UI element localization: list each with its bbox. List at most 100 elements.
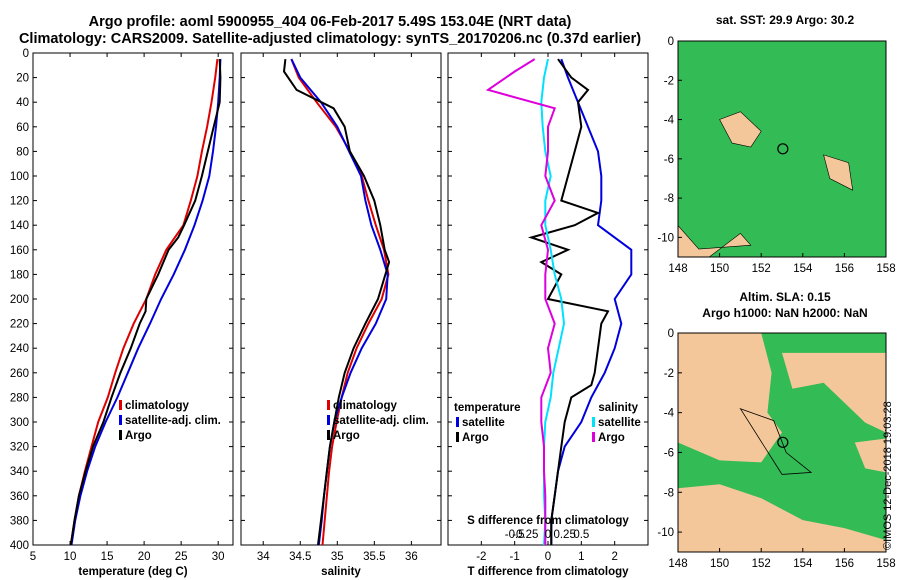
sst-map-ytick-label: -4: [664, 115, 675, 127]
temperature-xlabel: temperature (deg C): [78, 566, 187, 578]
imos-stamp: ©IMOS 12-Dec-2018 19:03:28: [882, 350, 896, 550]
sla-map-title-1: Altim. SLA: 0.15: [739, 290, 831, 304]
sst-map-xtick-label: 148: [668, 263, 687, 275]
diff-legend-right-swatch: [592, 417, 595, 427]
temperature-legend-swatch: [119, 415, 122, 425]
sla-map-xtick-label: 158: [876, 558, 895, 570]
depth-tick-label: 120: [10, 196, 29, 208]
difference-series-t-argo: [527, 58, 610, 545]
sst-land: [823, 154, 854, 191]
difference-xlabel: T difference from climatology: [467, 566, 629, 578]
depth-tick-label: 320: [10, 442, 29, 454]
sst-map-xtick-label: 150: [710, 263, 729, 275]
sst-map-ytick-label: -8: [664, 193, 674, 205]
salinity-legend-1: satellite-adj. clim.: [333, 415, 429, 427]
diff-legend-left-swatch: [456, 417, 459, 427]
depth-tick-label: 380: [10, 515, 29, 527]
diff-legend-left-0: satellite: [462, 417, 505, 429]
temperature-xtick-label: 30: [212, 551, 225, 563]
sst-map-ytick-label: -2: [664, 75, 674, 87]
sla-map-ytick-label: 0: [668, 328, 674, 340]
sla-land: [782, 352, 886, 433]
sla-map-xtick-label: 154: [793, 558, 813, 570]
diff-legend-right-1: Argo: [598, 432, 625, 444]
imos-stamp-text: ©IMOS 12-Dec-2018 19:03:28: [882, 401, 894, 550]
salinity-frame: [240, 52, 442, 546]
depth-tick-label: 200: [10, 294, 29, 306]
diff-legend-right-0: satellite: [598, 417, 641, 429]
sst-map-background: [678, 41, 886, 257]
temperature-legend-2: Argo: [125, 430, 152, 442]
depth-tick-label: 40: [16, 97, 29, 109]
sla-map-ytick-label: -6: [664, 447, 674, 459]
depth-tick-label: 180: [10, 269, 29, 281]
depth-tick-label: 160: [10, 245, 29, 257]
temperature-xtick-label: 25: [175, 551, 188, 563]
sst-map-title: sat. SST: 29.9 Argo: 30.2: [715, 13, 855, 27]
diff-legend-right-title: salinity: [598, 402, 638, 414]
sla-map-xtick-label: 156: [835, 558, 854, 570]
salinity-xtick-label: 35: [331, 551, 344, 563]
salinity-series-argo: [282, 58, 391, 546]
diff-legend-left-title: temperature: [454, 402, 520, 414]
salinity-xtick-label: 36: [405, 551, 418, 563]
sst-map-xtick-label: 152: [752, 263, 771, 275]
temperature-xtick-label: 10: [64, 551, 77, 563]
salinity-xtick-label: 34.5: [289, 551, 311, 563]
sla-map-xtick-label: 152: [752, 558, 771, 570]
depth-tick-label: 300: [10, 417, 29, 429]
temperature-xtick-label: 20: [138, 551, 151, 563]
diff-legend-left-swatch: [456, 432, 459, 442]
difference-xtick-label: 2: [611, 551, 617, 563]
diff-secondary-xtick-label: 0.25: [553, 529, 575, 541]
sla-map-profile-marker: [777, 436, 789, 448]
depth-tick-label: 60: [16, 122, 29, 134]
depth-tick-label: 400: [10, 540, 29, 552]
temperature-xtick-label: 15: [101, 551, 114, 563]
difference-xtick-label: 0: [545, 551, 551, 563]
depth-tick-label: 240: [10, 343, 29, 355]
salinity-legend-swatch: [327, 400, 330, 410]
sla-map-ytick-label: -10: [657, 527, 674, 539]
difference-xtick-label: 1: [578, 551, 584, 563]
temperature-frame: [32, 52, 234, 546]
salinity-legend-swatch: [327, 430, 330, 440]
salinity-legend-2: Argo: [333, 430, 360, 442]
depth-tick-label: 20: [16, 73, 29, 85]
depth-tick-label: 360: [10, 491, 29, 503]
sla-map-ytick-label: -8: [664, 487, 674, 499]
sst-map-ytick-label: -10: [657, 232, 674, 244]
sla-coastline: [739, 407, 813, 475]
depth-tick-label: 280: [10, 392, 29, 404]
temperature-legend-swatch: [119, 430, 122, 440]
sla-map-xtick-label: 148: [668, 558, 687, 570]
depth-tick-label: 260: [10, 368, 29, 380]
sst-map-xtick-label: 154: [793, 263, 813, 275]
sst-map-frame: [677, 40, 887, 258]
temperature-xtick-label: 5: [30, 551, 36, 563]
sla-map-ytick-label: -2: [664, 368, 674, 380]
depth-tick-label: 100: [10, 171, 29, 183]
depth-tick-label: 80: [16, 146, 29, 158]
sst-map-profile-marker: [777, 143, 789, 155]
sst-map-ytick-label: -6: [664, 154, 674, 166]
diff-legend-right-swatch: [592, 432, 595, 442]
figure-title-line-1: Argo profile: aoml 5900955_404 06-Feb-20…: [88, 14, 572, 30]
diff-secondary-xlabel: S difference from climatology: [467, 515, 629, 527]
difference-xtick-label: -2: [476, 551, 486, 563]
temperature-legend-0: climatology: [125, 400, 190, 412]
sla-map-title-2: Argo h1000: NaN h2000: NaN: [702, 306, 868, 320]
depth-tick-label: 0: [23, 48, 29, 60]
temperature-legend-1: satellite-adj. clim.: [125, 415, 221, 427]
sla-map-ytick-label: -4: [664, 408, 675, 420]
diff-secondary-xtick-label: -0.5: [505, 529, 525, 541]
sla-land: [854, 438, 886, 473]
diff-secondary-xtick-label: 0.5: [573, 529, 589, 541]
difference-xtick-label: -1: [510, 551, 520, 563]
sst-land: [719, 111, 762, 148]
temperature-series-satellite-adj-clim-: [70, 59, 222, 546]
sla-map-xtick-label: 150: [710, 558, 729, 570]
sla-map-frame: [677, 332, 887, 553]
sst-map-xtick-label: 156: [835, 263, 854, 275]
